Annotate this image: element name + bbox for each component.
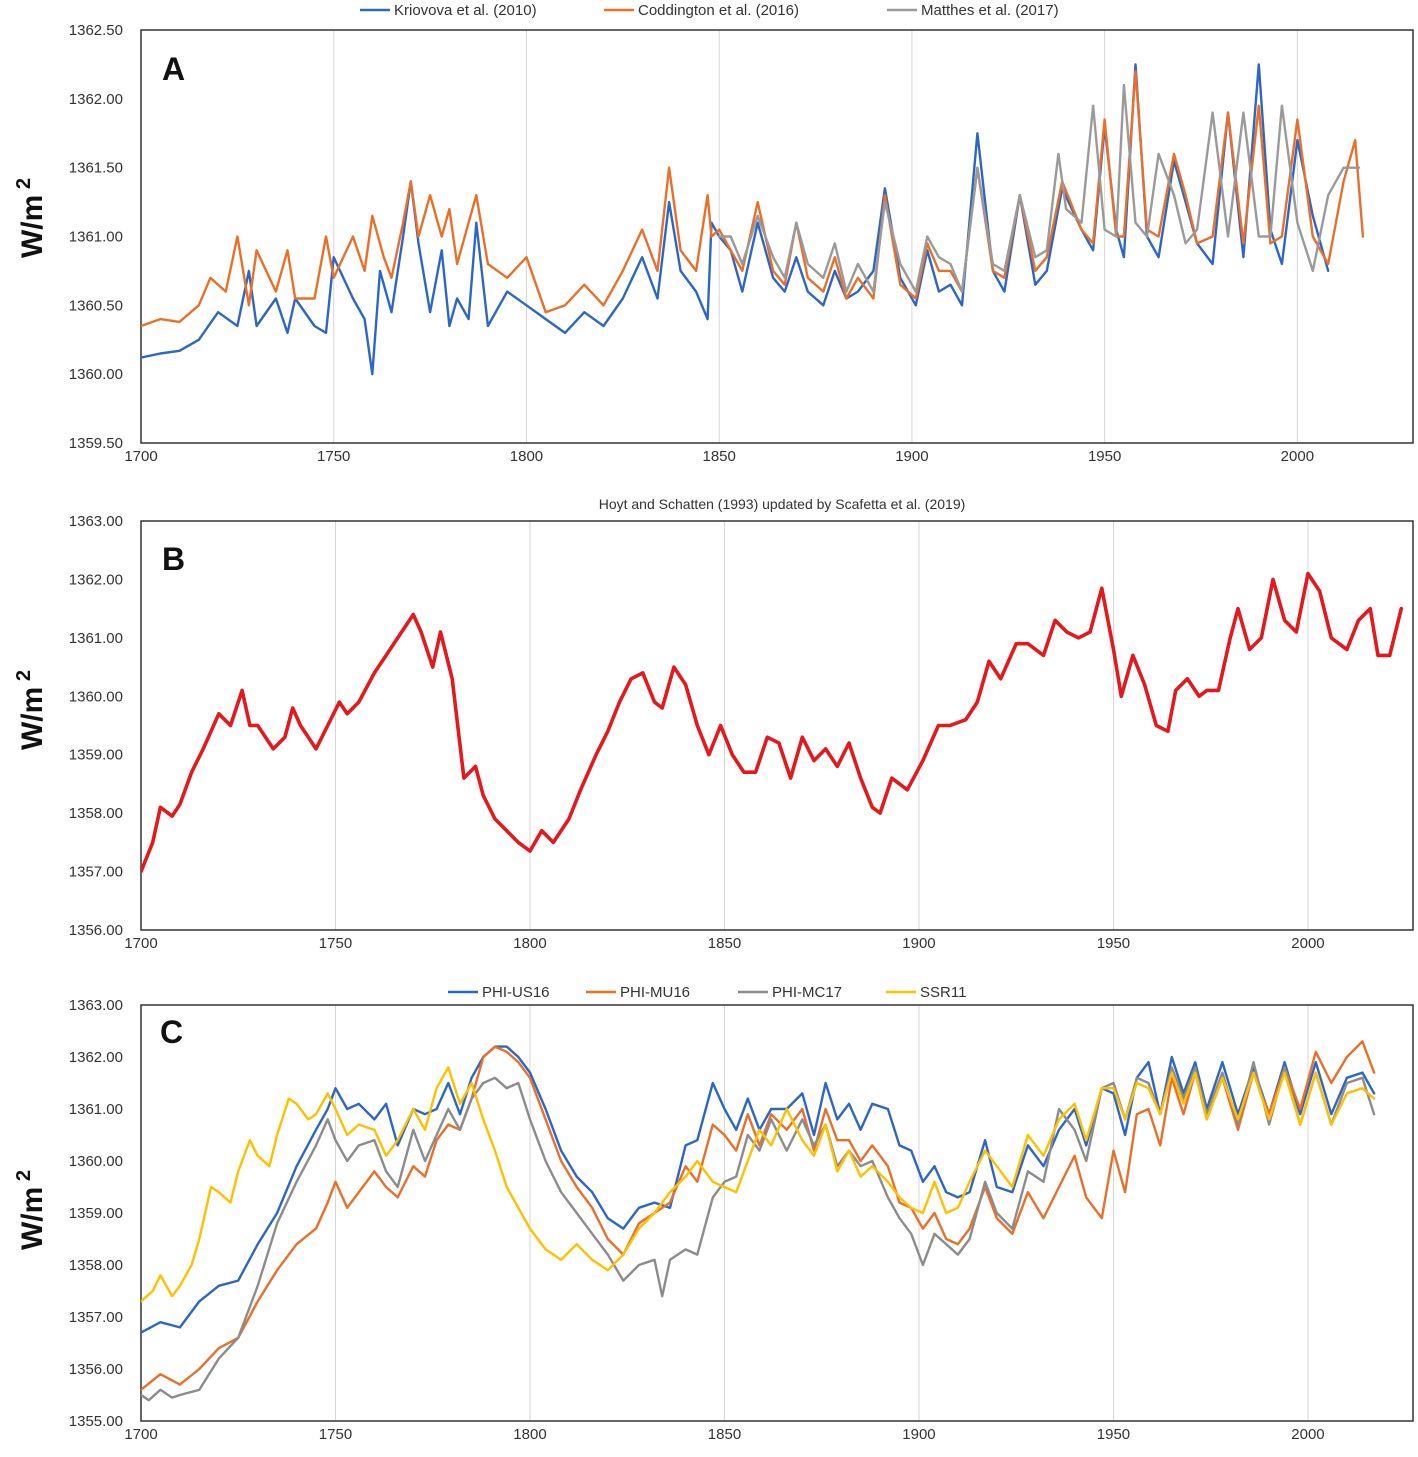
y-axis-label: W/m 2 (13, 178, 49, 258)
legend-label: PHI-US16 (482, 984, 550, 1001)
y-tick-label: 1359.00 (69, 1205, 123, 1222)
y-tick-label: 1356.00 (69, 1361, 123, 1378)
x-tick-label: 1700 (124, 1426, 157, 1443)
legend-label: PHI-MU16 (620, 984, 690, 1001)
y-tick-label: 1357.00 (69, 1309, 123, 1326)
series-group (141, 571, 1404, 874)
legend: Kriovova et al. (2010) Coddington et al. … (360, 2, 1059, 19)
x-tick-label: 1950 (1097, 935, 1130, 952)
legend-label: SSR11 (920, 984, 966, 1001)
y-axis-label: W/m 2 (13, 670, 49, 750)
x-tick-label: 1850 (708, 1426, 741, 1443)
y-tick-label: 1359.50 (69, 435, 123, 452)
panel-a: 1359.50 1360.00 1360.50 1361.00 1361.50 1362.… (13, 2, 1414, 465)
x-tick-label: 1800 (513, 1426, 546, 1443)
plot-frame (140, 520, 1414, 931)
y-tick-label: 1359.00 (69, 747, 123, 764)
x-tick-label: 2000 (1281, 448, 1314, 465)
y-tick-label: 1356.00 (69, 922, 123, 939)
legend-label: Coddington et al. (2016) (638, 2, 799, 19)
series-line-coddington-et-al-2016 (141, 70, 1365, 328)
x-tick-label: 1700 (124, 935, 157, 952)
x-tick-label: 1800 (510, 448, 543, 465)
x-tick-label: 1900 (902, 1426, 935, 1443)
series-line-phi-mu16 (141, 1040, 1376, 1391)
x-tick-label: 1950 (1097, 1426, 1130, 1443)
legend-label: PHI-MC17 (772, 984, 842, 1001)
series-group (141, 63, 1365, 376)
legend: PHI-US16 PHI-MU16 PHI-MC17 SSR11 (448, 984, 966, 1001)
series-line-matthes-et-al-2017 (718, 83, 1361, 293)
y-tick-label: 1360.00 (69, 688, 123, 705)
x-tick-label: 1750 (317, 448, 350, 465)
y-tick-label: 1363.00 (69, 513, 123, 530)
plot-frame (140, 29, 1414, 444)
x-tick-label: 1750 (319, 935, 352, 952)
y-tick-label: 1360.50 (69, 297, 123, 314)
x-tick-label: 1850 (708, 935, 741, 952)
y-tick-label: 1361.00 (69, 229, 123, 246)
panel-letter: A (162, 51, 185, 87)
y-tick-label: 1360.00 (69, 1153, 123, 1170)
y-tick-label: 1361.00 (69, 630, 123, 647)
x-tick-label: 1950 (1088, 448, 1121, 465)
legend-label: Kriovova et al. (2010) (394, 2, 537, 19)
x-tick-label: 2000 (1291, 935, 1324, 952)
y-tick-label: 1362.00 (69, 91, 123, 108)
series-group (141, 1040, 1376, 1402)
y-tick-label: 1355.00 (69, 1413, 123, 1430)
y-tick-label: 1363.00 (69, 997, 123, 1014)
legend-label: Matthes et al. (2017) (921, 2, 1059, 19)
y-tick-label: 1357.00 (69, 864, 123, 881)
x-tick-label: 2000 (1291, 1426, 1324, 1443)
x-tick-label: 1700 (124, 448, 157, 465)
y-tick-label: 1358.00 (69, 805, 123, 822)
y-tick-label: 1360.00 (69, 366, 123, 383)
x-tick-label: 1800 (513, 935, 546, 952)
y-tick-label: 1361.00 (69, 1101, 123, 1118)
series-line-ssr11 (141, 1066, 1376, 1303)
panel-letter: C (160, 1014, 183, 1050)
y-tick-label: 1362.50 (69, 22, 123, 39)
y-axis-label: W/m 2 (13, 1170, 49, 1250)
panel-c: 1355.00 1356.00 1357.00 1358.00 1359.00 1360.… (13, 984, 1414, 1443)
x-tick-label: 1900 (895, 448, 928, 465)
plot-frame (140, 1004, 1414, 1422)
panel-b: 1356.00 1357.00 1358.00 1359.00 1360.00 1361.… (13, 496, 1414, 952)
x-tick-label: 1750 (319, 1426, 352, 1443)
series-line-hoyt-and-schatten-1993-updated-by-scafetta-et-al-2019 (141, 571, 1404, 874)
y-tick-label: 1361.50 (69, 160, 123, 177)
y-tick-label: 1358.00 (69, 1257, 123, 1274)
y-tick-label: 1362.00 (69, 571, 123, 588)
x-tick-label: 1900 (902, 935, 935, 952)
chart-title: Hoyt and Schatten (1993) updated by Scaf… (599, 496, 966, 512)
x-tick-label: 1850 (702, 448, 735, 465)
panel-letter: B (162, 541, 185, 577)
y-tick-label: 1362.00 (69, 1049, 123, 1066)
